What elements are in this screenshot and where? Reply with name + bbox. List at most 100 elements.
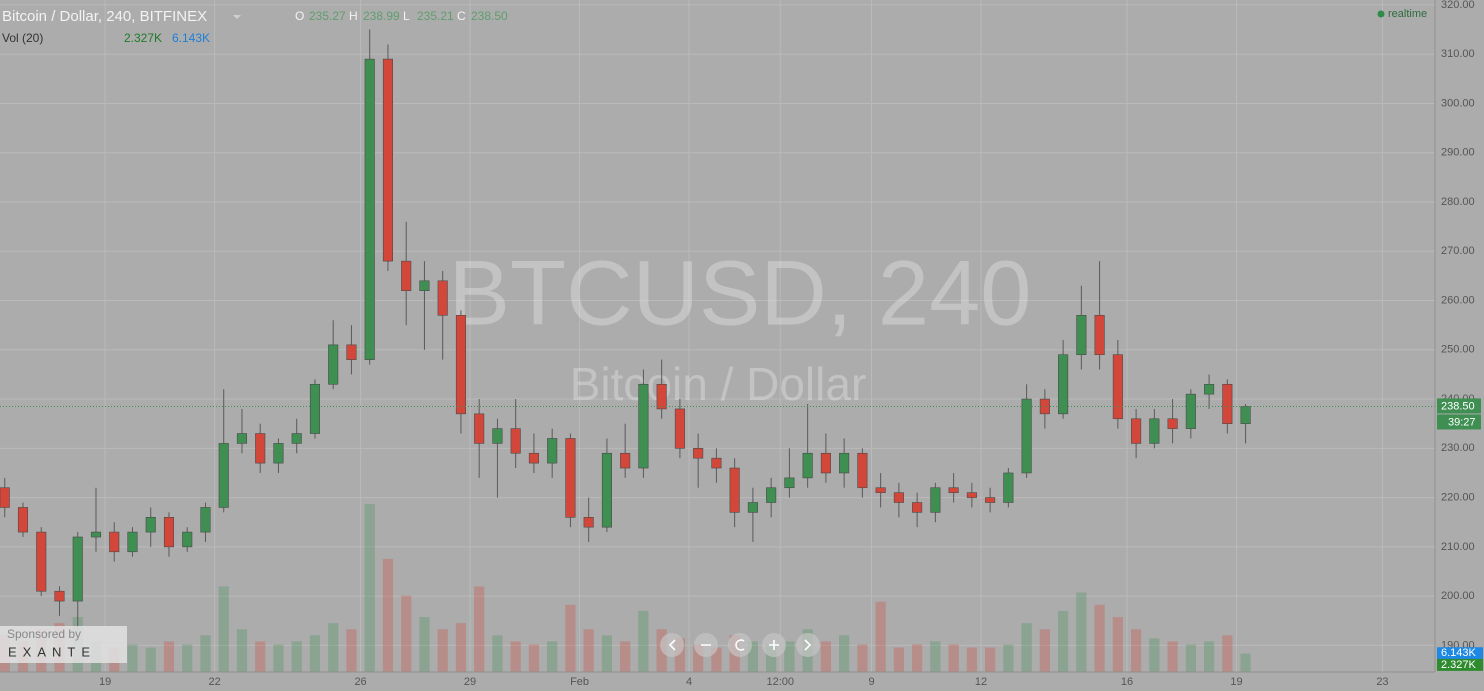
title-dropdown[interactable] <box>233 15 241 19</box>
candle-body <box>747 502 758 513</box>
candle-body <box>17 507 29 533</box>
volume-bar <box>893 647 904 672</box>
volume-bar <box>474 586 485 672</box>
candle-body <box>1167 418 1178 429</box>
volume-bar <box>1240 653 1251 672</box>
candle-body <box>1112 354 1123 420</box>
candle-body <box>510 428 521 454</box>
volume-bar <box>1003 644 1014 672</box>
candle-body <box>163 517 175 548</box>
volume-bar <box>857 644 868 672</box>
candle-body <box>54 590 65 602</box>
volume-bar <box>1076 592 1087 672</box>
y-tick-label: 220.00 <box>1441 492 1475 504</box>
y-tick-label: 310.00 <box>1441 48 1475 60</box>
candle-body <box>711 457 722 469</box>
candle-body <box>364 58 375 360</box>
status: realtime <box>1388 8 1427 20</box>
scroll-right-button[interactable] <box>796 633 820 657</box>
candle-body <box>638 383 649 469</box>
volume-bar <box>1094 604 1105 672</box>
volume-bar <box>1039 629 1050 672</box>
last-price-tag <box>1437 398 1481 414</box>
volume-bar <box>1130 629 1142 672</box>
reset-button[interactable] <box>728 633 752 657</box>
volume-bar <box>1021 623 1032 672</box>
legend-value: 235.27 <box>309 9 346 23</box>
volume-bar <box>820 641 832 672</box>
sponsor-box[interactable]: Sponsored by EXANTE <box>0 626 127 663</box>
volume-bar <box>638 610 649 672</box>
y-tick-label: 290.00 <box>1441 147 1475 159</box>
candle-body <box>236 433 248 444</box>
last-price-label: 238.50 <box>1441 400 1475 412</box>
y-tick-label: 200.00 <box>1441 590 1475 602</box>
volume-bar <box>912 644 923 672</box>
volume-tag-label: 6.143K <box>1441 647 1477 659</box>
volume-bar <box>930 641 941 672</box>
volume-bar <box>291 641 302 672</box>
volume-bar <box>273 644 284 672</box>
x-tick-label: 12 <box>975 676 987 688</box>
y-tick-label: 320.00 <box>1441 0 1475 11</box>
candle-body <box>766 487 777 503</box>
volume-name: Vol (20) <box>2 31 43 45</box>
volume-bar <box>401 595 412 672</box>
candle-body <box>382 58 393 262</box>
x-tick-label: Feb <box>570 676 589 688</box>
volume-bar <box>328 623 339 672</box>
candle-body <box>1185 393 1196 429</box>
watermark-symbol: BTCUSD, 240 <box>449 242 1032 344</box>
volume-bar <box>163 641 175 672</box>
volume-bar <box>948 644 959 672</box>
candle-body <box>1021 398 1032 474</box>
candle-body <box>127 531 138 553</box>
volume-ma: 6.143K <box>172 31 210 45</box>
volume-bar <box>528 644 540 672</box>
countdown-tag <box>1437 414 1481 430</box>
candle-body <box>948 487 959 493</box>
legend-key: H <box>349 9 358 23</box>
y-tick-label: 270.00 <box>1441 245 1475 257</box>
candle-body <box>656 383 667 410</box>
volume-bar <box>674 638 686 672</box>
scroll-left-button[interactable] <box>660 633 684 657</box>
volume-bar <box>620 641 631 672</box>
candle-body <box>784 477 795 489</box>
volume-bar <box>364 504 375 672</box>
volume-bar <box>437 629 448 672</box>
volume-bar <box>839 635 850 672</box>
candle-body <box>693 448 704 459</box>
x-tick-label: 12:00 <box>767 676 795 688</box>
y-tick-label: 280.00 <box>1441 196 1475 208</box>
sponsor-name: EXANTE <box>8 644 96 659</box>
candle-body <box>200 507 211 533</box>
x-tick-label: 9 <box>868 676 874 688</box>
volume-bar <box>1149 638 1160 672</box>
chart-title: Bitcoin / Dollar, 240, BITFINEX <box>2 8 207 25</box>
volume-bar <box>255 641 266 672</box>
candle-body <box>273 443 284 464</box>
control-icons <box>668 639 812 651</box>
y-tick-label: 300.00 <box>1441 97 1475 109</box>
candle-body <box>875 487 886 493</box>
volume-tag <box>1437 658 1483 671</box>
candle-body <box>966 492 977 498</box>
candle-body <box>419 280 430 291</box>
legend-value: 235.21 <box>417 9 454 23</box>
candle-body <box>620 452 631 469</box>
x-tick-label: 22 <box>208 676 220 688</box>
volume-bar <box>1203 641 1215 672</box>
candle-body <box>1094 315 1105 356</box>
volume-bar <box>766 644 777 672</box>
candle-body <box>1131 418 1142 444</box>
volume-bar <box>784 641 795 672</box>
volume-bar <box>382 558 394 672</box>
candle-body <box>565 438 576 518</box>
candle-body <box>802 452 813 479</box>
candle-body <box>0 487 10 508</box>
candle-body <box>547 438 558 464</box>
candle-body <box>528 452 539 464</box>
candle-body <box>893 492 904 503</box>
candle-body <box>90 531 102 538</box>
